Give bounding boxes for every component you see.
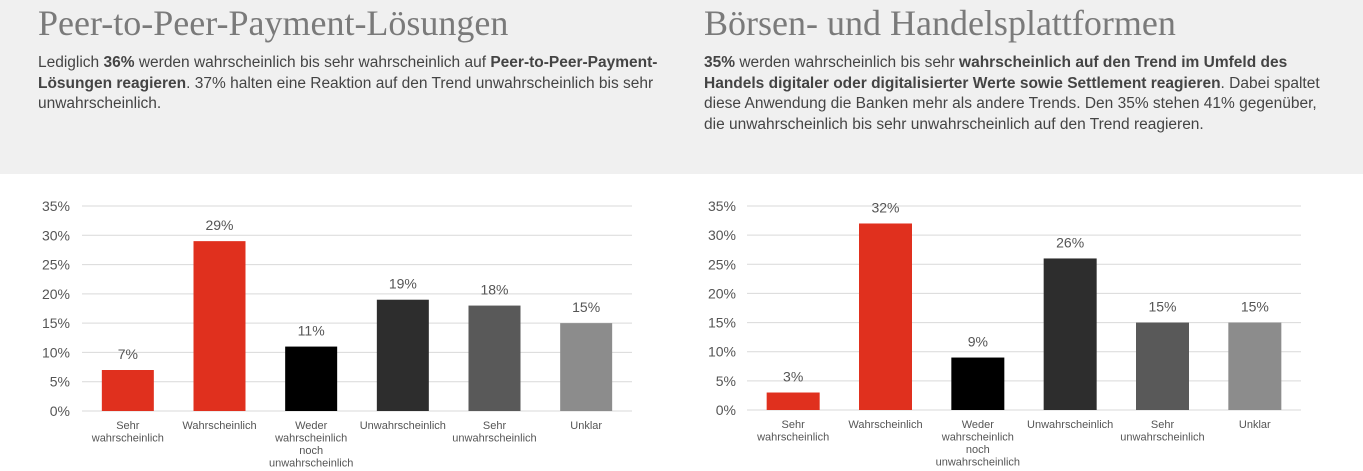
category-label-line: wahrscheinlich <box>91 433 164 445</box>
category-label-line: Unwahrscheinlich <box>360 420 446 432</box>
data-label: 26% <box>1056 234 1084 250</box>
category-label-line: unwahrscheinlich <box>1120 432 1204 444</box>
bar <box>560 323 613 411</box>
description-run: werden wahrscheinlich bis sehr wahrschei… <box>134 54 491 71</box>
category-label-line: Sehr <box>116 420 140 432</box>
category-label: Sehr wahrscheinlich <box>756 419 829 444</box>
bar <box>468 305 521 411</box>
description-run: . Dabei spaltet diese Anwendung die Bank… <box>704 74 1320 133</box>
category-label: Sehr unwahrscheinlich <box>452 420 536 445</box>
category-label-line: wahrscheinlich <box>756 432 829 444</box>
y-tick-label: 20% <box>708 285 736 301</box>
panel-title: Börsen- und Handelsplattformen <box>704 3 1176 43</box>
data-label: 19% <box>389 276 417 292</box>
bar <box>285 346 338 411</box>
data-label: 29% <box>205 217 233 233</box>
category-label: Wahrscheinlich <box>848 419 922 431</box>
data-label: 15% <box>572 299 600 315</box>
data-label: 9% <box>968 334 988 350</box>
description-run: werden wahrscheinlich bis sehr <box>735 54 960 71</box>
bar <box>1136 322 1189 410</box>
category-label: Sehr unwahrscheinlich <box>1120 419 1204 444</box>
category-label-line: Sehr <box>782 419 806 431</box>
category-label-line: Wahrscheinlich <box>848 419 922 431</box>
category-label-line: Unwahrscheinlich <box>1027 419 1113 431</box>
panel-right-header: Börsen- und Handelsplattformen 35% werde… <box>704 0 1324 135</box>
category-label-line: Sehr <box>483 420 507 432</box>
y-tick-label: 15% <box>42 315 70 331</box>
category-label-line: noch <box>299 445 323 457</box>
description-bold-run: Peer-to-Peer-Payment-Lösungen reagieren <box>38 54 658 92</box>
panel-description: 35% werden wahrscheinlich bis sehr wahrs… <box>704 53 1324 135</box>
data-label: 15% <box>1241 299 1269 315</box>
description-run: Lediglich <box>38 54 104 71</box>
y-tick-label: 10% <box>42 344 70 360</box>
category-label-line: wahrscheinlich <box>274 433 347 445</box>
y-tick-label: 35% <box>42 198 70 214</box>
category-label-line: Weder <box>962 419 995 431</box>
data-label: 3% <box>783 369 803 385</box>
category-label: Weder wahrscheinlich noch unwahrscheinlich <box>936 419 1020 469</box>
category-label: Unklar <box>570 420 602 432</box>
category-label-line: unwahrscheinlich <box>452 433 536 445</box>
header-band <box>0 0 1363 174</box>
description-bold-run: 36% <box>103 54 135 71</box>
bar <box>766 392 820 410</box>
category-label: Wahrscheinlich <box>182 420 256 432</box>
bar <box>1043 258 1097 410</box>
panel-description: Lediglich 36% werden wahrscheinlich bis … <box>38 53 658 115</box>
y-tick-label: 10% <box>708 344 736 360</box>
y-tick-label: 0% <box>50 403 70 419</box>
data-label: 32% <box>871 199 899 215</box>
y-tick-label: 20% <box>42 286 70 302</box>
data-label: 11% <box>298 323 325 339</box>
y-tick-label: 25% <box>42 257 70 273</box>
description-bold-run: 35% <box>704 54 736 71</box>
category-label-line: Weder <box>295 420 328 432</box>
category-label-line: Sehr <box>1151 419 1175 431</box>
description-bold-run: wahrscheinlich auf den Trend im Umfeld d… <box>704 54 1288 92</box>
category-label: Unwahrscheinlich <box>1027 419 1113 431</box>
data-label: 15% <box>1148 299 1176 315</box>
category-label-line: unwahrscheinlich <box>936 457 1020 469</box>
category-label-line: noch <box>966 444 990 456</box>
bar <box>859 223 912 410</box>
category-label: Weder wahrscheinlich noch unwahrscheinlich <box>269 420 353 470</box>
category-label: Unklar <box>1239 419 1271 431</box>
y-tick-label: 35% <box>708 198 736 214</box>
category-label-line: Unklar <box>1239 419 1271 431</box>
category-label-line: Unklar <box>570 420 602 432</box>
category-label: Unwahrscheinlich <box>360 420 446 432</box>
category-label-line: Wahrscheinlich <box>182 420 256 432</box>
data-label: 18% <box>480 282 508 298</box>
category-label-line: unwahrscheinlich <box>269 458 353 470</box>
bar <box>951 357 1005 410</box>
y-tick-label: 30% <box>708 227 736 243</box>
y-tick-label: 5% <box>716 373 736 389</box>
bar <box>101 370 154 411</box>
bar-chart-peer-to-peer: 0%5%10%15%20%25%30%35%7%Sehr wahrscheinli… <box>42 198 632 470</box>
y-tick-label: 5% <box>50 374 70 390</box>
y-tick-label: 15% <box>708 315 736 331</box>
category-label-line: wahrscheinlich <box>941 432 1014 444</box>
bar <box>376 299 429 411</box>
bar-chart-boersen-handelsplattformen: 0%5%10%15%20%25%30%35%3%Sehr wahrscheinli… <box>708 198 1301 469</box>
panel-title: Peer-to-Peer-Payment-Lösungen <box>38 3 509 43</box>
description-run: . 37% halten eine Reaktion auf den Trend… <box>38 74 654 113</box>
bar <box>1228 322 1282 410</box>
data-label: 7% <box>118 346 138 362</box>
y-tick-label: 30% <box>42 227 70 243</box>
panel-left-header: Peer-to-Peer-Payment-Lösungen Lediglich … <box>38 0 658 115</box>
category-label: Sehr wahrscheinlich <box>91 420 164 445</box>
y-tick-label: 0% <box>716 402 736 418</box>
bar <box>193 241 246 411</box>
y-tick-label: 25% <box>708 256 736 272</box>
